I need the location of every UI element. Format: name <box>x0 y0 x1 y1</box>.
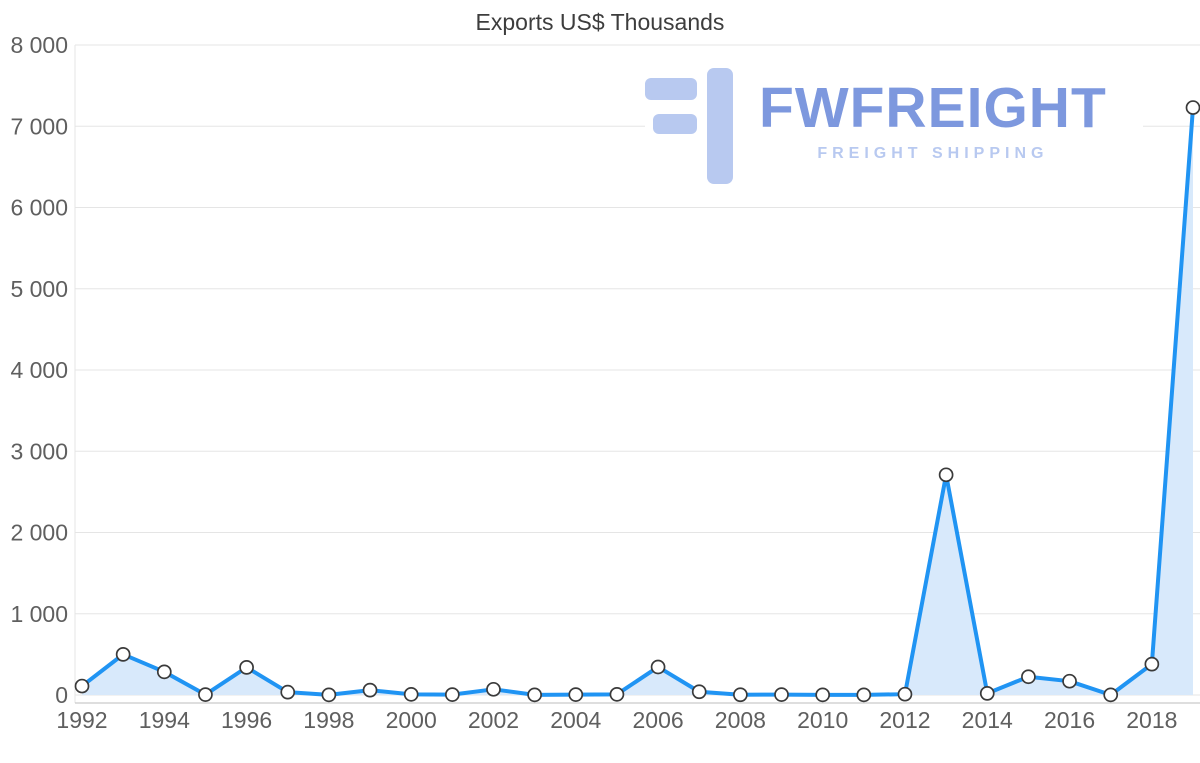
data-point-marker <box>486 681 501 697</box>
brand-subtitle: FREIGHT SHIPPING <box>817 145 1049 162</box>
logo-mid-bar <box>653 114 697 134</box>
data-point-marker <box>733 687 748 703</box>
data-point-marker <box>650 659 666 675</box>
data-point-marker <box>403 686 419 702</box>
y-tick-label: 3 000 <box>10 438 68 464</box>
data-point-marker <box>568 687 584 702</box>
data-point-marker <box>938 467 954 483</box>
y-tick-label: 7 000 <box>10 113 68 139</box>
brand-name: FWFREIGHT <box>759 76 1107 140</box>
x-tick-label: 1994 <box>139 707 190 733</box>
x-tick-label: 1998 <box>303 707 354 733</box>
x-tick-label: 1992 <box>56 707 107 733</box>
y-tick-label: 2 000 <box>10 520 68 546</box>
data-point-marker <box>115 647 131 662</box>
logo-top-bar <box>645 78 697 100</box>
x-tick-label: 2004 <box>550 707 601 733</box>
y-tick-label: 6 000 <box>10 195 68 221</box>
x-tick-label: 1996 <box>221 707 272 733</box>
x-tick-label: 2006 <box>632 707 683 733</box>
data-point-marker <box>444 687 460 702</box>
series-area-fill <box>82 107 1193 695</box>
brand-watermark: FWFREIGHT FREIGHT SHIPPING <box>645 66 1143 190</box>
chart-title: Exports US$ Thousands <box>475 9 725 35</box>
data-point-marker <box>815 687 831 703</box>
data-point-marker <box>609 686 625 702</box>
x-tick-label: 2014 <box>962 707 1013 733</box>
y-tick-label: 0 <box>55 682 68 708</box>
data-point-marker <box>897 686 913 702</box>
data-point-marker <box>1103 687 1119 703</box>
x-tick-label: 2018 <box>1126 707 1177 733</box>
data-point-marker <box>362 682 378 698</box>
brand-text-block: FWFREIGHT FREIGHT SHIPPING <box>759 80 1107 163</box>
x-tick-label: 2008 <box>715 707 766 733</box>
data-point-marker <box>1062 673 1077 689</box>
data-point-marker <box>527 687 542 703</box>
data-point-marker <box>156 664 172 680</box>
data-point-marker <box>1144 656 1160 672</box>
data-point-marker <box>321 687 337 703</box>
logo-stem-bar <box>707 68 733 184</box>
data-point-marker <box>856 687 872 703</box>
data-point-marker <box>1185 100 1200 115</box>
x-tick-label: 2002 <box>468 707 519 733</box>
data-point-marker <box>979 686 995 701</box>
x-tick-label: 2012 <box>879 707 930 733</box>
y-tick-label: 8 000 <box>10 32 68 58</box>
data-point-marker <box>74 678 90 694</box>
data-point-marker <box>239 660 254 675</box>
series-line <box>80 105 1195 697</box>
x-tick-label: 2010 <box>797 707 848 733</box>
x-tick-label: 2016 <box>1044 707 1095 733</box>
fwfreight-logo-icon <box>645 68 733 184</box>
data-point-marker <box>691 684 707 700</box>
y-tick-label: 4 000 <box>10 357 68 383</box>
x-tick-label: 2000 <box>386 707 437 733</box>
data-point-marker <box>280 684 296 700</box>
data-point-marker <box>774 687 789 702</box>
data-point-marker <box>198 687 213 702</box>
data-point-marker <box>1021 669 1036 685</box>
y-tick-label: 5 000 <box>10 276 68 302</box>
y-tick-label: 1 000 <box>10 601 68 627</box>
